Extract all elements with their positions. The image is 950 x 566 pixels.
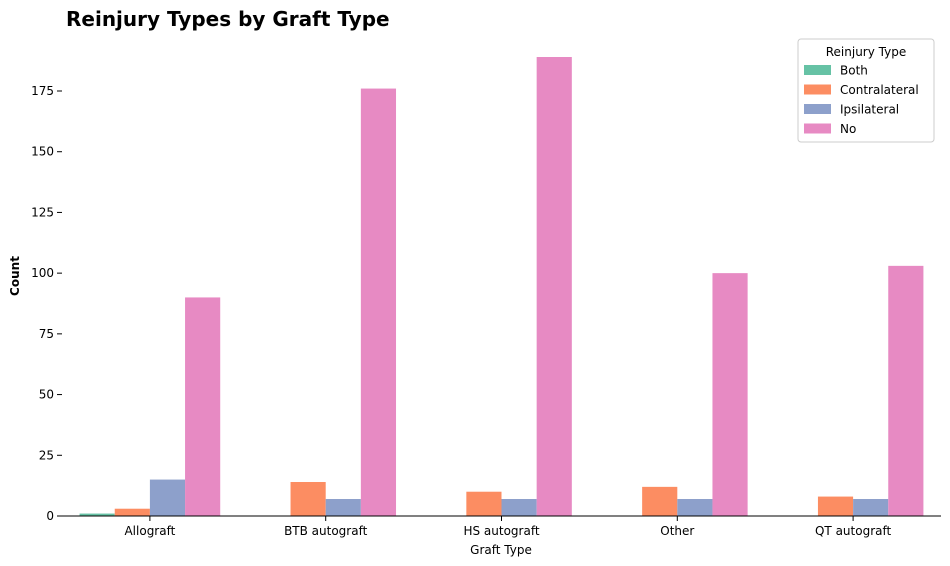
y-axis-label: Count — [8, 256, 22, 296]
bar-ipsilateral-0 — [149, 479, 186, 516]
x-tick-label: HS autograft — [463, 524, 539, 538]
bar-no-1 — [360, 88, 397, 516]
legend-title: Reinjury Type — [826, 45, 906, 59]
y-tick-label: 100 — [31, 266, 54, 280]
x-axis-label: Graft Type — [470, 543, 532, 557]
legend-label-contralateral: Contralateral — [840, 83, 919, 97]
legend-swatch-no — [804, 123, 831, 134]
bars-group — [79, 57, 924, 516]
legend-label-ipsilateral: Ipsilateral — [840, 103, 899, 117]
x-tick-label: QT autograft — [815, 524, 892, 538]
x-tick-label: BTB autograft — [284, 524, 368, 538]
bar-ipsilateral-4 — [853, 499, 889, 516]
legend-swatch-both — [804, 65, 831, 75]
bar-no-4 — [888, 265, 924, 516]
y-tick-label: 0 — [46, 509, 54, 523]
y-tick-label: 150 — [31, 145, 54, 159]
legend-swatch-ipsilateral — [804, 104, 831, 114]
y-tick-label: 25 — [39, 448, 54, 462]
bar-contralateral-2 — [466, 491, 502, 516]
bar-contralateral-1 — [290, 482, 326, 516]
bar-contralateral-4 — [817, 496, 854, 516]
x-tick-label: Allograft — [124, 524, 175, 538]
legend-label-no: No — [840, 122, 856, 136]
bar-ipsilateral-2 — [501, 499, 537, 516]
legend-swatch-contralateral — [804, 84, 831, 95]
x-tick-label: Other — [660, 524, 694, 538]
x-axis: Allograft BTB autograft HS autograft Other Q… — [62, 515, 941, 538]
y-axis: 0 25 50 75 100 125 150 175 — [31, 84, 62, 523]
legend-box — [797, 38, 935, 143]
bar-no-0 — [185, 297, 221, 516]
bar-no-2 — [536, 57, 572, 516]
bar-ipsilateral-1 — [325, 499, 361, 516]
legend: Reinjury Type Both Contralateral Ipsilater… — [797, 38, 935, 143]
bar-no-3 — [712, 273, 748, 516]
y-tick-label: 75 — [39, 327, 54, 341]
legend-items: Both Contralateral Ipsilateral No — [804, 64, 919, 136]
y-tick-label: 50 — [39, 388, 54, 402]
y-tick-label: 175 — [31, 84, 54, 98]
bar-contralateral-0 — [114, 508, 150, 516]
bar-ipsilateral-3 — [677, 499, 713, 516]
chart-title: Reinjury Types by Graft Type — [66, 7, 390, 31]
legend-label-both: Both — [840, 64, 868, 78]
y-tick-label: 125 — [31, 205, 54, 219]
bar-contralateral-3 — [642, 486, 678, 516]
bar-both-0 — [79, 513, 115, 516]
